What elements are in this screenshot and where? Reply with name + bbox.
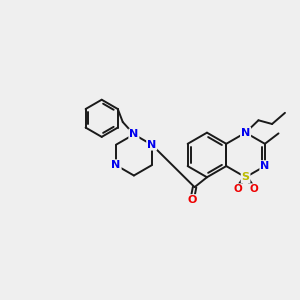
Text: N: N: [241, 128, 250, 138]
Text: S: S: [242, 172, 250, 182]
Text: O: O: [249, 184, 258, 194]
Text: O: O: [233, 184, 242, 194]
Text: N: N: [260, 161, 269, 171]
Text: O: O: [188, 195, 197, 205]
Text: N: N: [112, 160, 121, 170]
Text: N: N: [147, 140, 156, 150]
Text: N: N: [129, 129, 139, 140]
